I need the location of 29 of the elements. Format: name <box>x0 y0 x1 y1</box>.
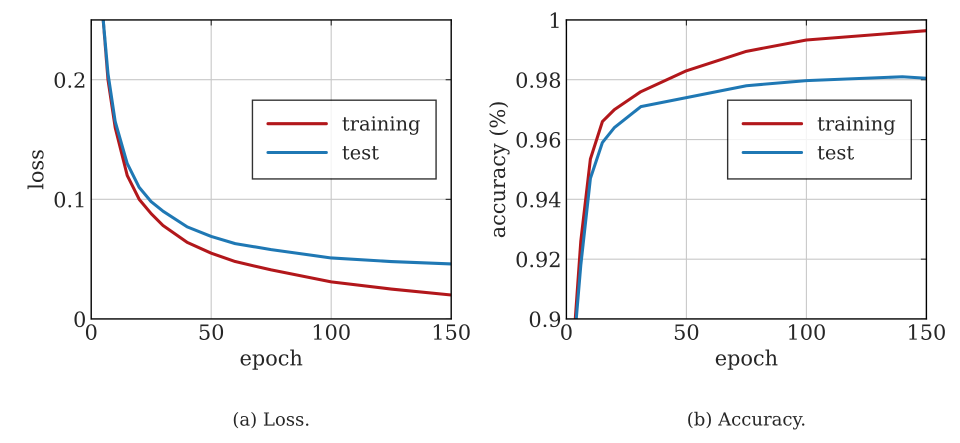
legend-label: training <box>818 116 896 135</box>
y-tick-label: 0.9 <box>530 311 560 328</box>
x-tick-label: 0 <box>561 324 572 340</box>
y-tick-label: 1 <box>550 12 559 28</box>
y-tick-label: 0.92 <box>516 252 560 268</box>
legend-label: test <box>342 146 379 160</box>
y-axis-title: loss <box>27 150 44 190</box>
line-series <box>574 29 926 319</box>
x-axis-title: epoch <box>240 350 302 370</box>
y-tick-label: 0.2 <box>54 72 84 88</box>
y-axis-title: accuracy (%) <box>489 102 510 238</box>
y-tick-label: 0.94 <box>516 192 560 208</box>
x-tick-label: 150 <box>909 324 945 340</box>
legend-label: training <box>342 116 420 135</box>
x-tick-label: 150 <box>434 324 470 340</box>
y-tick-label: 0.96 <box>516 132 560 148</box>
y-tick-label: 0 <box>74 311 85 328</box>
x-tick-label: 50 <box>200 324 224 340</box>
line-series <box>574 75 926 319</box>
x-tick-label: 100 <box>789 324 825 340</box>
x-axis-title: epoch <box>716 350 778 370</box>
x-tick-label: 50 <box>674 324 698 340</box>
legend-label: test <box>818 146 854 160</box>
text: (a) Loss. <box>234 412 308 428</box>
y-tick-label: 0.98 <box>516 72 560 88</box>
x-tick-label: 0 <box>86 324 96 340</box>
text: (b) Accuracy. <box>688 412 804 430</box>
y-tick-label: 0.1 <box>54 192 84 208</box>
x-tick-label: 100 <box>314 324 350 340</box>
